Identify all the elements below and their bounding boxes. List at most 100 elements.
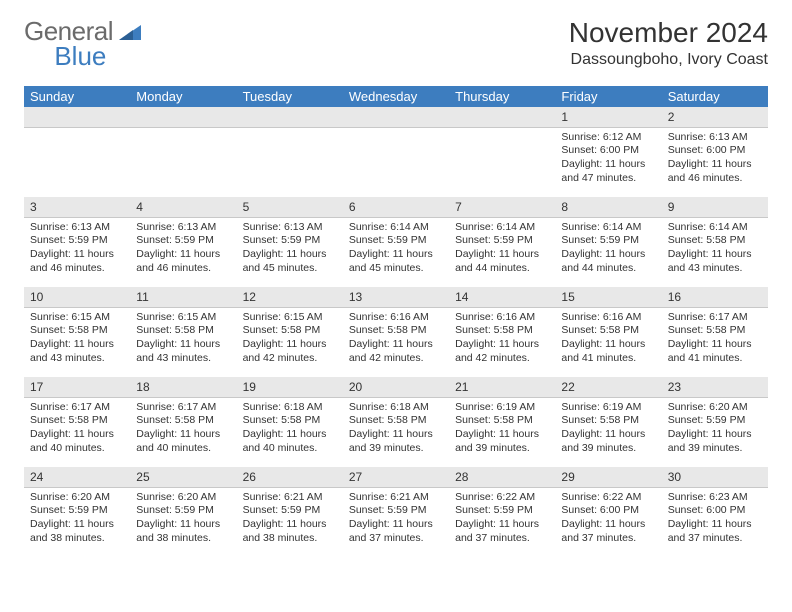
- day-cell: [237, 127, 343, 197]
- day-number: 20: [343, 377, 449, 398]
- daylight-text: Daylight: 11 hours and 37 minutes.: [668, 518, 762, 545]
- page: General November 2024 Dassoungboho, Ivor…: [0, 0, 792, 557]
- daylight-text: Daylight: 11 hours and 46 minutes.: [136, 248, 230, 275]
- daylight-text: Daylight: 11 hours and 43 minutes.: [668, 248, 762, 275]
- sunset-text: Sunset: 5:58 PM: [243, 324, 337, 338]
- sunset-text: Sunset: 5:58 PM: [136, 324, 230, 338]
- week-body-row: Sunrise: 6:13 AMSunset: 5:59 PMDaylight:…: [24, 217, 768, 287]
- day-cell: Sunrise: 6:15 AMSunset: 5:58 PMDaylight:…: [130, 307, 236, 377]
- day-cell: Sunrise: 6:22 AMSunset: 6:00 PMDaylight:…: [555, 487, 661, 557]
- day-number: [343, 107, 449, 128]
- sunset-text: Sunset: 5:59 PM: [455, 504, 549, 518]
- sunset-text: Sunset: 5:58 PM: [561, 414, 655, 428]
- sunset-text: Sunset: 6:00 PM: [668, 504, 762, 518]
- daylight-text: Daylight: 11 hours and 40 minutes.: [30, 428, 124, 455]
- daylight-text: Daylight: 11 hours and 39 minutes.: [561, 428, 655, 455]
- daylight-text: Daylight: 11 hours and 46 minutes.: [30, 248, 124, 275]
- daylight-text: Daylight: 11 hours and 43 minutes.: [30, 338, 124, 365]
- sunset-text: Sunset: 5:59 PM: [668, 414, 762, 428]
- sunset-text: Sunset: 5:58 PM: [349, 414, 443, 428]
- day-number: 28: [449, 467, 555, 488]
- day-number: 1: [555, 107, 661, 128]
- day-cell: Sunrise: 6:12 AMSunset: 6:00 PMDaylight:…: [555, 127, 661, 197]
- day-cell: Sunrise: 6:16 AMSunset: 5:58 PMDaylight:…: [555, 307, 661, 377]
- day-number: 26: [237, 467, 343, 488]
- sunrise-text: Sunrise: 6:21 AM: [243, 491, 337, 505]
- daylight-text: Daylight: 11 hours and 41 minutes.: [668, 338, 762, 365]
- heading: November 2024 Dassoungboho, Ivory Coast: [569, 18, 768, 69]
- dayhead-fri: Friday: [555, 86, 661, 107]
- sunrise-text: Sunrise: 6:14 AM: [561, 221, 655, 235]
- sunrise-text: Sunrise: 6:15 AM: [136, 311, 230, 325]
- day-number: [24, 107, 130, 128]
- sunset-text: Sunset: 5:58 PM: [30, 324, 124, 338]
- sunset-text: Sunset: 5:59 PM: [349, 504, 443, 518]
- daylight-text: Daylight: 11 hours and 44 minutes.: [455, 248, 549, 275]
- day-number: 15: [555, 287, 661, 308]
- sunrise-text: Sunrise: 6:14 AM: [455, 221, 549, 235]
- day-number: 7: [449, 197, 555, 218]
- sunrise-text: Sunrise: 6:18 AM: [349, 401, 443, 415]
- daylight-text: Daylight: 11 hours and 46 minutes.: [668, 158, 762, 185]
- sunset-text: Sunset: 5:59 PM: [136, 504, 230, 518]
- month-title: November 2024: [569, 18, 768, 49]
- daylight-text: Daylight: 11 hours and 45 minutes.: [349, 248, 443, 275]
- sunrise-text: Sunrise: 6:13 AM: [243, 221, 337, 235]
- sunrise-text: Sunrise: 6:20 AM: [30, 491, 124, 505]
- daylight-text: Daylight: 11 hours and 43 minutes.: [136, 338, 230, 365]
- day-cell: Sunrise: 6:19 AMSunset: 5:58 PMDaylight:…: [555, 397, 661, 467]
- sunrise-text: Sunrise: 6:18 AM: [243, 401, 337, 415]
- week-num-row: 12: [24, 107, 768, 128]
- day-cell: Sunrise: 6:21 AMSunset: 5:59 PMDaylight:…: [343, 487, 449, 557]
- day-number: 9: [662, 197, 768, 218]
- day-cell: Sunrise: 6:21 AMSunset: 5:59 PMDaylight:…: [237, 487, 343, 557]
- day-cell: Sunrise: 6:20 AMSunset: 5:59 PMDaylight:…: [662, 397, 768, 467]
- day-cell: Sunrise: 6:13 AMSunset: 5:59 PMDaylight:…: [24, 217, 130, 287]
- day-number: 22: [555, 377, 661, 398]
- sunrise-text: Sunrise: 6:19 AM: [455, 401, 549, 415]
- day-cell: [130, 127, 236, 197]
- sunset-text: Sunset: 5:58 PM: [243, 414, 337, 428]
- sunset-text: Sunset: 5:58 PM: [455, 414, 549, 428]
- day-cell: Sunrise: 6:19 AMSunset: 5:58 PMDaylight:…: [449, 397, 555, 467]
- day-cell: Sunrise: 6:15 AMSunset: 5:58 PMDaylight:…: [237, 307, 343, 377]
- sunrise-text: Sunrise: 6:12 AM: [561, 131, 655, 145]
- sunrise-text: Sunrise: 6:15 AM: [30, 311, 124, 325]
- week-body-row: Sunrise: 6:20 AMSunset: 5:59 PMDaylight:…: [24, 487, 768, 557]
- sunrise-text: Sunrise: 6:13 AM: [668, 131, 762, 145]
- daylight-text: Daylight: 11 hours and 39 minutes.: [349, 428, 443, 455]
- daylight-text: Daylight: 11 hours and 41 minutes.: [561, 338, 655, 365]
- day-number: 18: [130, 377, 236, 398]
- day-number: 2: [662, 107, 768, 128]
- daylight-text: Daylight: 11 hours and 37 minutes.: [349, 518, 443, 545]
- day-number: 19: [237, 377, 343, 398]
- day-cell: Sunrise: 6:13 AMSunset: 5:59 PMDaylight:…: [237, 217, 343, 287]
- sunset-text: Sunset: 5:59 PM: [30, 234, 124, 248]
- triangle-icon: [119, 18, 141, 44]
- brand-part2: Blue: [54, 41, 106, 71]
- week-num-row: 10111213141516: [24, 287, 768, 308]
- day-number: 27: [343, 467, 449, 488]
- sunrise-text: Sunrise: 6:14 AM: [349, 221, 443, 235]
- sunset-text: Sunset: 6:00 PM: [561, 504, 655, 518]
- daylight-text: Daylight: 11 hours and 39 minutes.: [455, 428, 549, 455]
- sunrise-text: Sunrise: 6:20 AM: [668, 401, 762, 415]
- sunset-text: Sunset: 5:59 PM: [349, 234, 443, 248]
- day-cell: Sunrise: 6:16 AMSunset: 5:58 PMDaylight:…: [343, 307, 449, 377]
- sunrise-text: Sunrise: 6:17 AM: [136, 401, 230, 415]
- day-number: 16: [662, 287, 768, 308]
- sunrise-text: Sunrise: 6:22 AM: [455, 491, 549, 505]
- day-number: 30: [662, 467, 768, 488]
- sunset-text: Sunset: 5:58 PM: [136, 414, 230, 428]
- day-number: [449, 107, 555, 128]
- day-cell: Sunrise: 6:14 AMSunset: 5:59 PMDaylight:…: [343, 217, 449, 287]
- day-cell: [24, 127, 130, 197]
- day-number: 5: [237, 197, 343, 218]
- daylight-text: Daylight: 11 hours and 47 minutes.: [561, 158, 655, 185]
- sunrise-text: Sunrise: 6:17 AM: [668, 311, 762, 325]
- day-cell: Sunrise: 6:16 AMSunset: 5:58 PMDaylight:…: [449, 307, 555, 377]
- day-cell: Sunrise: 6:13 AMSunset: 6:00 PMDaylight:…: [662, 127, 768, 197]
- daylight-text: Daylight: 11 hours and 37 minutes.: [561, 518, 655, 545]
- sunrise-text: Sunrise: 6:16 AM: [455, 311, 549, 325]
- day-header-row: Sunday Monday Tuesday Wednesday Thursday…: [24, 86, 768, 107]
